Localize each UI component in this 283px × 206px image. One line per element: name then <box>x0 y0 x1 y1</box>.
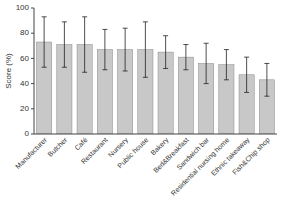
error-line <box>64 22 65 67</box>
error-cap <box>264 96 269 97</box>
error-line <box>125 28 126 71</box>
error-cap <box>204 83 209 84</box>
error-cap <box>163 68 168 69</box>
error-bar <box>82 17 87 72</box>
y-tick-label: 100 <box>16 3 30 12</box>
y-tick <box>31 8 34 9</box>
error-line <box>145 22 146 77</box>
y-tick <box>31 134 34 135</box>
error-line <box>185 45 186 70</box>
chart-container: 0 20 40 60 80 100 Score (%) ManufacturerButcher… <box>0 0 283 206</box>
x-axis <box>34 134 277 135</box>
error-bar <box>163 36 168 69</box>
y-tick-label: 0 <box>25 129 30 138</box>
error-bar <box>123 28 128 71</box>
error-cap <box>82 16 87 17</box>
error-bar <box>244 57 249 92</box>
error-cap <box>224 49 229 50</box>
y-tick <box>31 108 34 109</box>
y-axis-label: Score (%) <box>4 53 13 89</box>
error-bar <box>102 29 107 69</box>
y-tick <box>31 58 34 59</box>
error-cap <box>62 67 67 68</box>
error-cap <box>183 44 188 45</box>
error-cap <box>123 71 128 72</box>
error-cap <box>123 28 128 29</box>
x-tick-label: Butcher <box>46 136 68 158</box>
error-line <box>84 17 85 72</box>
x-tick-label: Café <box>73 136 88 151</box>
error-cap <box>244 92 249 93</box>
plot-area <box>37 17 275 134</box>
error-cap <box>244 57 249 58</box>
error-cap <box>204 43 209 44</box>
error-bar <box>224 50 229 80</box>
error-line <box>246 57 247 92</box>
error-bar <box>264 63 269 96</box>
error-cap <box>42 16 47 17</box>
y-tick-label: 60 <box>20 54 29 63</box>
x-tick-label: Public house <box>116 136 149 169</box>
x-tick-label: Bed&Breakfast <box>152 136 190 174</box>
y-axis <box>34 8 35 134</box>
error-bar <box>62 22 67 67</box>
error-cap <box>143 77 148 78</box>
error-line <box>226 50 227 80</box>
error-cap <box>264 63 269 64</box>
error-line <box>165 36 166 69</box>
y-tick <box>31 33 34 34</box>
y-tick-label: 20 <box>20 104 29 113</box>
error-line <box>44 17 45 67</box>
error-cap <box>143 21 148 22</box>
error-bar <box>204 43 209 83</box>
error-cap <box>102 69 107 70</box>
y-tick-label: 80 <box>20 28 29 37</box>
error-line <box>266 63 267 96</box>
error-cap <box>183 69 188 70</box>
error-line <box>206 43 207 83</box>
error-cap <box>42 67 47 68</box>
y-tick <box>31 83 34 84</box>
error-cap <box>163 35 168 36</box>
error-line <box>104 29 105 69</box>
error-bar <box>183 45 188 70</box>
x-tick-label: Fish&Chip shop <box>231 136 272 177</box>
chart: 0 20 40 60 80 100 Score (%) ManufacturerButcher… <box>0 0 283 206</box>
error-cap <box>102 29 107 30</box>
error-cap <box>82 72 87 73</box>
y-tick-label: 40 <box>20 79 29 88</box>
x-tick-label: Restaurant <box>80 136 109 165</box>
error-cap <box>62 21 67 22</box>
error-bar <box>42 17 47 67</box>
error-bar <box>143 22 148 77</box>
x-tick-label: Manufacturer <box>14 136 49 171</box>
error-cap <box>224 79 229 80</box>
